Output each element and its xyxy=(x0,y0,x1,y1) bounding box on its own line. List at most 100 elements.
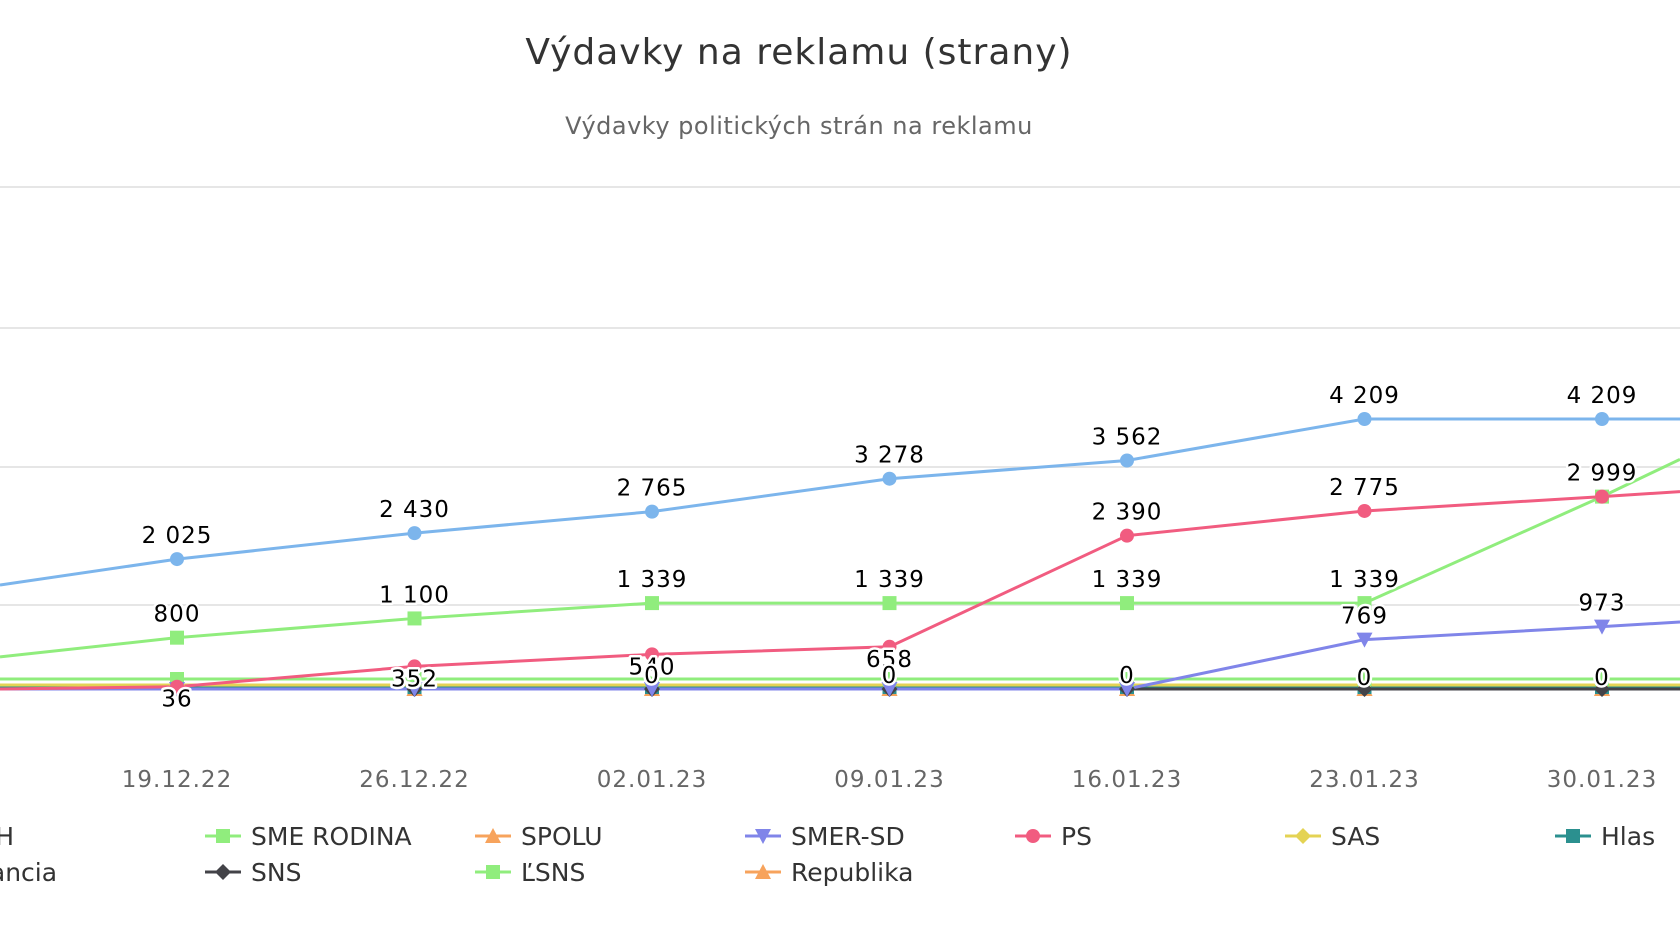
data-label: 2 999 xyxy=(1567,461,1638,487)
data-point-smer-sd[interactable] xyxy=(881,682,898,697)
data-label: 1 100 xyxy=(379,582,450,608)
legend-item-republika[interactable]: Republika xyxy=(745,855,913,889)
legend-item-hlas[interactable]: Hlas xyxy=(1555,819,1655,853)
data-label: 658 xyxy=(866,647,913,673)
data-point-ps[interactable] xyxy=(1120,528,1134,543)
legend-symbol-icon xyxy=(205,864,241,880)
data-label: 1 339 xyxy=(854,567,925,593)
data-point-ps[interactable] xyxy=(645,647,659,662)
legend-item-sns[interactable]: SNS xyxy=(205,855,301,889)
data-label: 769 xyxy=(1341,604,1388,630)
legend-label: SNS xyxy=(251,857,302,887)
data-label: 2 430 xyxy=(379,497,450,523)
data-point-progres-vne-slovensko-top-line[interactable] xyxy=(882,471,897,486)
data-point-sme-rodina[interactable] xyxy=(645,596,659,611)
legend-label: SMER-SD xyxy=(791,821,905,851)
data-label: 0 xyxy=(882,663,898,689)
data-point-progres-vne-slovensko-top-line[interactable] xyxy=(645,504,659,519)
legend-item-sns[interactable]: ĽSNS xyxy=(475,855,585,889)
series-line-ps xyxy=(0,490,1680,691)
legend-item-sas[interactable]: SAS xyxy=(1285,819,1380,853)
data-point-progres-vne-slovensko-top-line[interactable] xyxy=(407,526,422,541)
data-point-smer-sd[interactable] xyxy=(1119,682,1135,697)
data-point-sns[interactable] xyxy=(1356,681,1373,697)
legend-marker-icon[interactable] xyxy=(1566,829,1580,843)
legend-marker-icon[interactable] xyxy=(486,865,500,879)
legend-symbol-icon xyxy=(1555,829,1591,843)
legend-marker-icon[interactable] xyxy=(215,864,231,880)
data-point-progres-vne-slovensko-top-line[interactable] xyxy=(1120,453,1134,468)
data-label: 352 xyxy=(391,666,438,692)
data-label: 540 xyxy=(629,654,676,680)
data-point-smer-sd[interactable] xyxy=(644,682,660,697)
data-point-sns[interactable] xyxy=(1595,672,1609,686)
legend-label: Republika xyxy=(791,857,914,887)
legend-marker-icon[interactable] xyxy=(1295,828,1311,844)
x-tick-label: 19.12.22 xyxy=(122,767,232,793)
data-label: 1 339 xyxy=(617,567,688,593)
data-point-smer-sd[interactable] xyxy=(1356,632,1373,648)
data-point-sme-rodina[interactable] xyxy=(170,630,184,645)
data-label: 2 025 xyxy=(142,523,213,549)
legend-label: DH xyxy=(0,821,15,851)
data-point-ps[interactable] xyxy=(882,639,897,654)
legend-label: PS xyxy=(1061,821,1092,851)
x-tick-label: 30.01.23 xyxy=(1547,767,1657,793)
data-point-progres-vne-slovensko-top-line[interactable] xyxy=(1595,411,1609,426)
data-label: 973 xyxy=(1579,591,1626,617)
data-point-progres-vne-slovensko-top-line[interactable] xyxy=(170,552,184,567)
data-label: 0 xyxy=(1357,665,1373,691)
legend-symbol-icon xyxy=(1285,828,1321,844)
legend-marker-icon[interactable] xyxy=(485,828,501,843)
legend-marker-icon[interactable] xyxy=(1026,829,1040,843)
legend-symbol-icon xyxy=(475,828,511,843)
data-point-smer-sd[interactable] xyxy=(1594,619,1610,635)
x-tick-label: 23.01.23 xyxy=(1309,767,1419,793)
legend-label: SPOLU xyxy=(521,821,603,851)
legend-marker-icon[interactable] xyxy=(216,829,230,843)
legend-symbol-icon xyxy=(1015,829,1051,843)
data-point-ps[interactable] xyxy=(407,659,422,674)
x-tick-label: 09.01.23 xyxy=(834,767,944,793)
data-point-sme-rodina[interactable] xyxy=(1357,596,1372,611)
data-point-sns[interactable] xyxy=(1594,681,1610,697)
legend-symbol-icon xyxy=(745,864,781,879)
legend-label: SAS xyxy=(1331,821,1381,851)
legend-item-sme-rodina[interactable]: SME RODINA xyxy=(205,819,412,853)
data-point-ps[interactable] xyxy=(1357,503,1372,518)
data-label: 3 278 xyxy=(854,443,925,469)
data-label: 2 765 xyxy=(617,476,688,502)
chart-subtitle: Výdavky politických strán na reklamu xyxy=(565,112,1033,140)
legend-label: liancia xyxy=(0,857,58,887)
data-point-ps[interactable] xyxy=(1595,489,1609,504)
data-point-sme-rodina[interactable] xyxy=(882,596,897,611)
data-point-ps[interactable] xyxy=(170,679,184,694)
data-label: 0 xyxy=(1594,665,1610,691)
legend-item-ps[interactable]: PS xyxy=(1015,819,1092,853)
data-point-progres-vne-slovensko-top-line[interactable] xyxy=(1357,411,1372,426)
legend-symbol-icon xyxy=(745,829,781,844)
data-label: 3 562 xyxy=(1092,424,1163,450)
data-point-sme-rodina[interactable] xyxy=(1120,596,1134,611)
data-point-sns[interactable] xyxy=(1357,672,1372,686)
data-label: 4 209 xyxy=(1329,383,1400,409)
legend-item-dh[interactable]: DH xyxy=(0,819,14,853)
data-label: 1 339 xyxy=(1329,567,1400,593)
legend-marker-icon[interactable] xyxy=(755,864,771,879)
chart-title: Výdavky na reklamu (strany) xyxy=(525,32,1073,73)
data-point-smer-sd[interactable] xyxy=(406,682,423,697)
series-line-sme-rodina xyxy=(0,457,1680,659)
legend-item-spolu[interactable]: SPOLU xyxy=(475,819,603,853)
legend-item-liancia[interactable]: liancia xyxy=(0,855,57,889)
legend-symbol-icon xyxy=(475,865,511,879)
legend-label: Hlas xyxy=(1601,821,1656,851)
data-label: 0 xyxy=(644,663,660,689)
data-label: 36 xyxy=(161,687,192,713)
legend-item-smer-sd[interactable]: SMER-SD xyxy=(745,819,905,853)
data-label: 0 xyxy=(1119,663,1135,689)
legend-marker-icon[interactable] xyxy=(755,829,771,844)
data-label: 800 xyxy=(154,602,201,628)
data-point-sme-rodina[interactable] xyxy=(407,611,422,626)
data-label: 2 775 xyxy=(1329,475,1400,501)
